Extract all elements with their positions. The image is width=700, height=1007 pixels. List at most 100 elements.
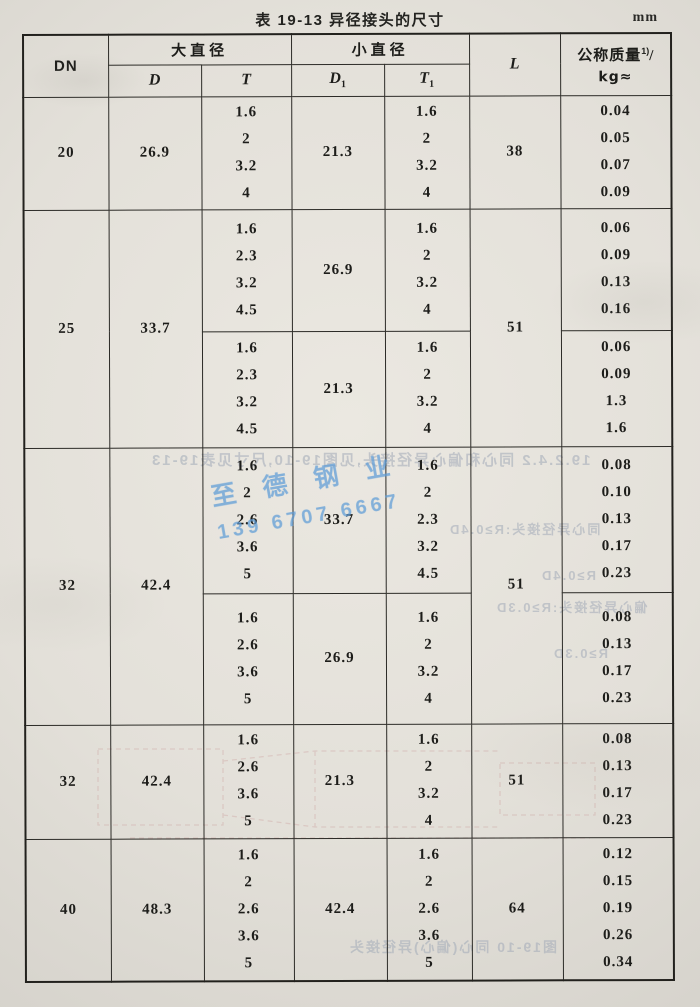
stack-value: 0.13 <box>602 758 633 775</box>
stack-value: 1.6 <box>235 103 258 120</box>
stack-value: 0.09 <box>600 183 631 200</box>
stack-value: 0.13 <box>600 274 632 291</box>
col-header-dn: DN <box>23 34 109 97</box>
stack-value: 2.3 <box>417 511 439 528</box>
spec-table: DN 大直径 小直径 L 公称质量1)/ kg≈ D T D1 T1 20 26… <box>22 31 676 983</box>
cell-d1: 26.9 <box>292 592 387 725</box>
stack-value: 1.6 <box>605 420 628 437</box>
cell-mass-values: 0.08 0.13 0.17 0.23 <box>561 591 674 724</box>
stack-value: 2.6 <box>237 759 260 776</box>
col-header-t1: T1 <box>384 63 470 96</box>
stack-value: 1.6 <box>237 732 260 749</box>
stack-value: 2 <box>422 247 432 264</box>
cell-d1: 42.4 <box>293 837 387 982</box>
stack-value: 0.04 <box>600 102 631 119</box>
cell-l: 38 <box>469 95 561 209</box>
stack-value: 1.6 <box>416 339 439 356</box>
cell-mass-values: 0.04 0.05 0.07 0.09 <box>560 94 672 209</box>
cell-d1: 21.3 <box>291 330 386 448</box>
cell-t1-values: 1.6 2 3.2 4 <box>384 330 471 447</box>
cell-t-values: 1.6 2 2.6 3.6 5 <box>203 838 294 982</box>
page-title: 表 19-13 异径接头的尺寸 <box>255 12 445 29</box>
cell-t1-values: 1.6 2 2.3 3.2 4.5 <box>385 446 471 593</box>
cell-d: 48.3 <box>110 838 204 982</box>
cell-l: 51 <box>471 723 563 838</box>
cell-d1: 26.9 <box>291 208 385 332</box>
cell-t-values: 1.6 2 2.6 3.6 5 <box>202 447 293 594</box>
stack-value: 0.08 <box>601 608 633 625</box>
stack-value: 0.05 <box>600 129 631 146</box>
stack-value: 3.2 <box>235 157 258 174</box>
stack-value: 0.26 <box>602 926 634 943</box>
stack-value: 3.2 <box>235 275 258 292</box>
cell-mass-values: 0.08 0.13 0.17 0.23 <box>562 722 674 838</box>
stack-value: 0.23 <box>601 564 633 581</box>
stack-value: 3.2 <box>416 274 439 291</box>
stack-value: 3.2 <box>417 663 440 680</box>
col-header-t: T <box>201 64 292 97</box>
stack-value: 3.6 <box>237 663 259 680</box>
stack-value: 2.6 <box>237 636 259 653</box>
cell-d: 42.4 <box>110 724 204 839</box>
cell-d1: 33.7 <box>292 446 386 594</box>
stack-value: 0.16 <box>600 301 632 318</box>
stack-value: 1.6 <box>418 846 440 863</box>
stack-value: 3.2 <box>417 538 440 555</box>
stack-value: 2 <box>243 484 252 501</box>
stack-value: 0.34 <box>603 953 634 970</box>
col-header-l: L <box>469 33 561 96</box>
stack-value: 4.5 <box>236 421 259 438</box>
stack-value: 0.07 <box>600 156 631 173</box>
stack-value: 3.6 <box>418 927 441 944</box>
table-row: 32 42.4 1.6 2 2.6 3.6 5 33.7 1.6 2 2.3 3.2 4.5 5… <box>24 445 673 725</box>
stack-value: 4 <box>423 420 433 437</box>
stack-value: 3.6 <box>237 928 260 945</box>
stack-value: 1.6 <box>236 340 258 357</box>
col-header-small-diameter: 小直径 <box>291 33 470 65</box>
cell-l: 51 <box>469 208 562 447</box>
stack-value: 0.09 <box>600 247 632 264</box>
stack-value: 5 <box>243 565 252 582</box>
stack-value: 2 <box>244 874 253 891</box>
stack-value: 2.6 <box>236 511 259 528</box>
d-symbol: D <box>148 71 161 89</box>
cell-dn: 20 <box>23 96 109 210</box>
stack-value: 1.6 <box>237 847 260 864</box>
stack-value: 2.3 <box>236 367 258 384</box>
stack-value: 1.6 <box>416 457 439 474</box>
cell-dn: 32 <box>24 447 111 725</box>
cell-t1-values: 1.6 2 3.2 4 <box>385 592 472 724</box>
stack-value: 1.6 <box>417 609 440 626</box>
stack-value: 0.09 <box>601 366 632 383</box>
t1-symbol: T <box>419 69 430 87</box>
title-bar: 表 19-13 异径接头的尺寸 mm <box>0 9 700 31</box>
cell-t-values: 1.6 2 3.2 4 <box>201 96 292 210</box>
stack-value: 0.06 <box>601 339 632 356</box>
stack-value: 0.12 <box>602 845 634 862</box>
stack-value: 4 <box>422 184 432 201</box>
cell-t-values: 1.6 2.6 3.6 5 <box>203 724 294 839</box>
stack-value: 3.2 <box>416 393 439 410</box>
stack-value: 0.17 <box>601 537 633 554</box>
stack-value: 2 <box>424 758 434 775</box>
stack-value: 5 <box>244 955 254 972</box>
cell-mass-values: 0.12 0.15 0.19 0.26 0.34 <box>562 836 675 981</box>
stack-value: 0.10 <box>601 483 632 500</box>
stack-value: 5 <box>425 954 434 971</box>
stack-value: 4 <box>424 690 433 707</box>
stack-value: 0.19 <box>602 899 634 916</box>
stack-value: 1.6 <box>417 731 440 748</box>
cell-t-values: 1.6 2.6 3.6 5 <box>202 593 294 725</box>
stack-value: 2.6 <box>418 900 441 917</box>
stack-value: 3.2 <box>236 394 259 411</box>
cell-d1: 21.3 <box>291 95 385 210</box>
cell-mass-values: 0.08 0.10 0.13 0.17 0.23 <box>561 445 673 593</box>
mass-unit: kg≈ <box>598 68 633 85</box>
cell-d: 33.7 <box>108 209 203 448</box>
stack-value: 0.23 <box>602 689 633 706</box>
stack-value: 1.3 <box>605 393 628 410</box>
cell-t-values: 1.6 2.3 3.2 4.5 <box>201 209 292 332</box>
d1-symbol: D <box>329 69 341 87</box>
stack-value: 2 <box>422 130 432 147</box>
